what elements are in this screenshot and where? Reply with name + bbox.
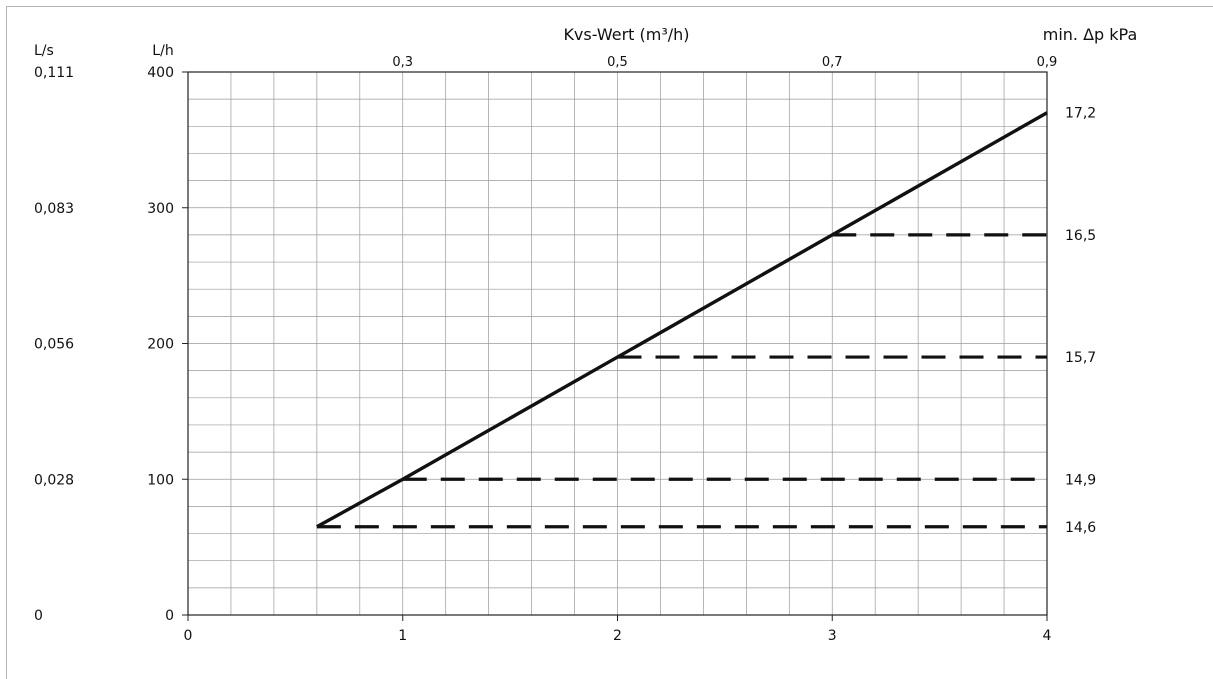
- x-tick-label: 0: [184, 628, 193, 644]
- left-axis-lh-label: L/h: [152, 43, 173, 59]
- series-line: [316, 111, 1048, 529]
- chart-marks: [316, 111, 1048, 529]
- frame-top-border: [6, 6, 1213, 7]
- right-axis-tick-label: 15,7: [1065, 350, 1096, 366]
- x-tick-label: 3: [828, 628, 837, 644]
- chart-grid: [187, 71, 1048, 616]
- left-axis-ls-tick-label: 0,083: [34, 201, 74, 217]
- right-axis-tick-label: 16,5: [1065, 228, 1096, 244]
- chart-labels: 0 1 2 3 4 0 100 200 300 400 L/h 0,111 0,083 0,056 0,02…: [34, 25, 1137, 644]
- right-axis-tick-label: 14,6: [1065, 520, 1096, 536]
- right-axis-tick-label: 14,9: [1065, 472, 1096, 488]
- left-axis-ls-tick-label: 0,111: [34, 65, 74, 81]
- y-tick-label: 100: [147, 472, 174, 488]
- left-axis-ls-tick-label: 0,028: [34, 472, 74, 488]
- right-axis-tick-label: 17,2: [1065, 106, 1096, 122]
- y-tick-label: 0: [165, 608, 174, 624]
- y-tick-label: 200: [147, 337, 174, 353]
- y-tick-label: 300: [147, 201, 174, 217]
- x-tick-label: 2: [613, 628, 622, 644]
- top-axis-tick-label: 0,3: [392, 55, 413, 70]
- right-axis-title: min. Δp kPa: [1043, 25, 1138, 44]
- top-axis-tick-label: 0,5: [607, 55, 628, 70]
- top-axis-title: Kvs-Wert (m³/h): [563, 25, 689, 44]
- left-axis-ls-tick-label: 0,056: [34, 337, 74, 353]
- top-axis-tick-label: 0,7: [822, 55, 843, 70]
- x-tick-label: 1: [398, 628, 407, 644]
- top-axis-tick-label: 0,9: [1037, 55, 1058, 70]
- left-axis-ls-tick-label: 0: [34, 608, 43, 624]
- y-tick-label: 400: [147, 65, 174, 81]
- left-axis-ls-label: L/s: [34, 43, 54, 59]
- frame-left-border: [6, 6, 7, 679]
- x-tick-label: 4: [1043, 628, 1052, 644]
